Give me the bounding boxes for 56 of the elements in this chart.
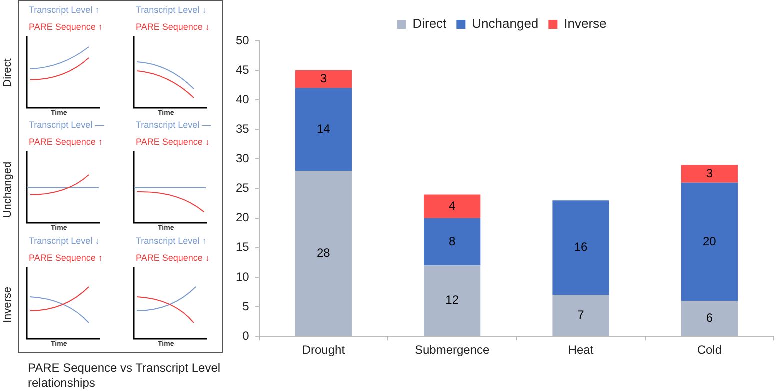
bar <box>424 218 481 266</box>
bar <box>552 200 610 296</box>
y-tick-label: 5 <box>242 299 250 314</box>
y-tick-label: 45 <box>236 62 250 77</box>
y-tick-label: 25 <box>236 181 250 196</box>
bar <box>681 182 738 302</box>
y-tick-label: 30 <box>236 152 250 166</box>
data-label: 12 <box>446 293 460 308</box>
y-tick-label: 10 <box>236 270 250 284</box>
data-label: 7 <box>578 308 585 322</box>
text: Transcript Level — <box>136 120 212 130</box>
bar <box>681 165 738 183</box>
data-label: 14 <box>317 122 331 136</box>
data-label: 4 <box>449 198 456 213</box>
text: PARE Sequence ↑ <box>29 137 103 147</box>
legend-label: Unchanged <box>472 16 539 32</box>
text: PARE Sequence ↓ <box>136 22 210 32</box>
text: PARE Sequence vs Transcript Level relationships <box>28 361 222 391</box>
legend-label: Inverse <box>564 16 607 32</box>
text: Direct <box>2 58 14 88</box>
x-tick-label: Submergence <box>414 343 490 358</box>
y-tick-label: 0 <box>242 328 250 343</box>
text: Transcript Level ↑ <box>136 236 207 246</box>
text: PARE Sequence ↓ <box>136 137 210 147</box>
data-label: 8 <box>449 234 456 248</box>
y-tick-label: 35 <box>236 122 250 136</box>
data-label: 28 <box>317 246 331 260</box>
y-tick-label: 40 <box>236 92 250 106</box>
data-label: 16 <box>574 240 588 254</box>
bar <box>552 295 610 336</box>
text: PARE Sequence ↓ <box>136 253 210 263</box>
text: Transcript Level ↑ <box>29 5 100 15</box>
bar <box>295 88 352 172</box>
bar <box>424 194 481 218</box>
bar <box>424 266 481 336</box>
text: PARE Sequence ↑ <box>29 253 103 263</box>
data-label: 3 <box>320 72 328 86</box>
y-tick-label: 50 <box>236 33 250 48</box>
data-label: 6 <box>706 310 714 325</box>
data-label: 20 <box>702 234 717 248</box>
text: Inverse <box>2 286 14 324</box>
bar <box>295 70 352 88</box>
x-tick-label: Drought <box>302 343 346 358</box>
text: Unchanged <box>2 162 14 218</box>
y-tick-label: 15 <box>236 240 250 254</box>
x-tick-label: Cold <box>697 343 722 358</box>
text: PARE Sequence ↑ <box>29 22 103 32</box>
data-label: 3 <box>706 166 714 180</box>
text: Transcript Level ↓ <box>136 5 207 15</box>
legend-label: Direct <box>412 16 448 32</box>
bar <box>681 301 738 336</box>
text: Transcript Level ↓ <box>29 236 100 246</box>
y-tick-label: 20 <box>236 210 250 225</box>
bar <box>295 171 352 336</box>
text: Transcript Level — <box>29 120 104 130</box>
x-tick-label: Heat <box>568 343 594 358</box>
